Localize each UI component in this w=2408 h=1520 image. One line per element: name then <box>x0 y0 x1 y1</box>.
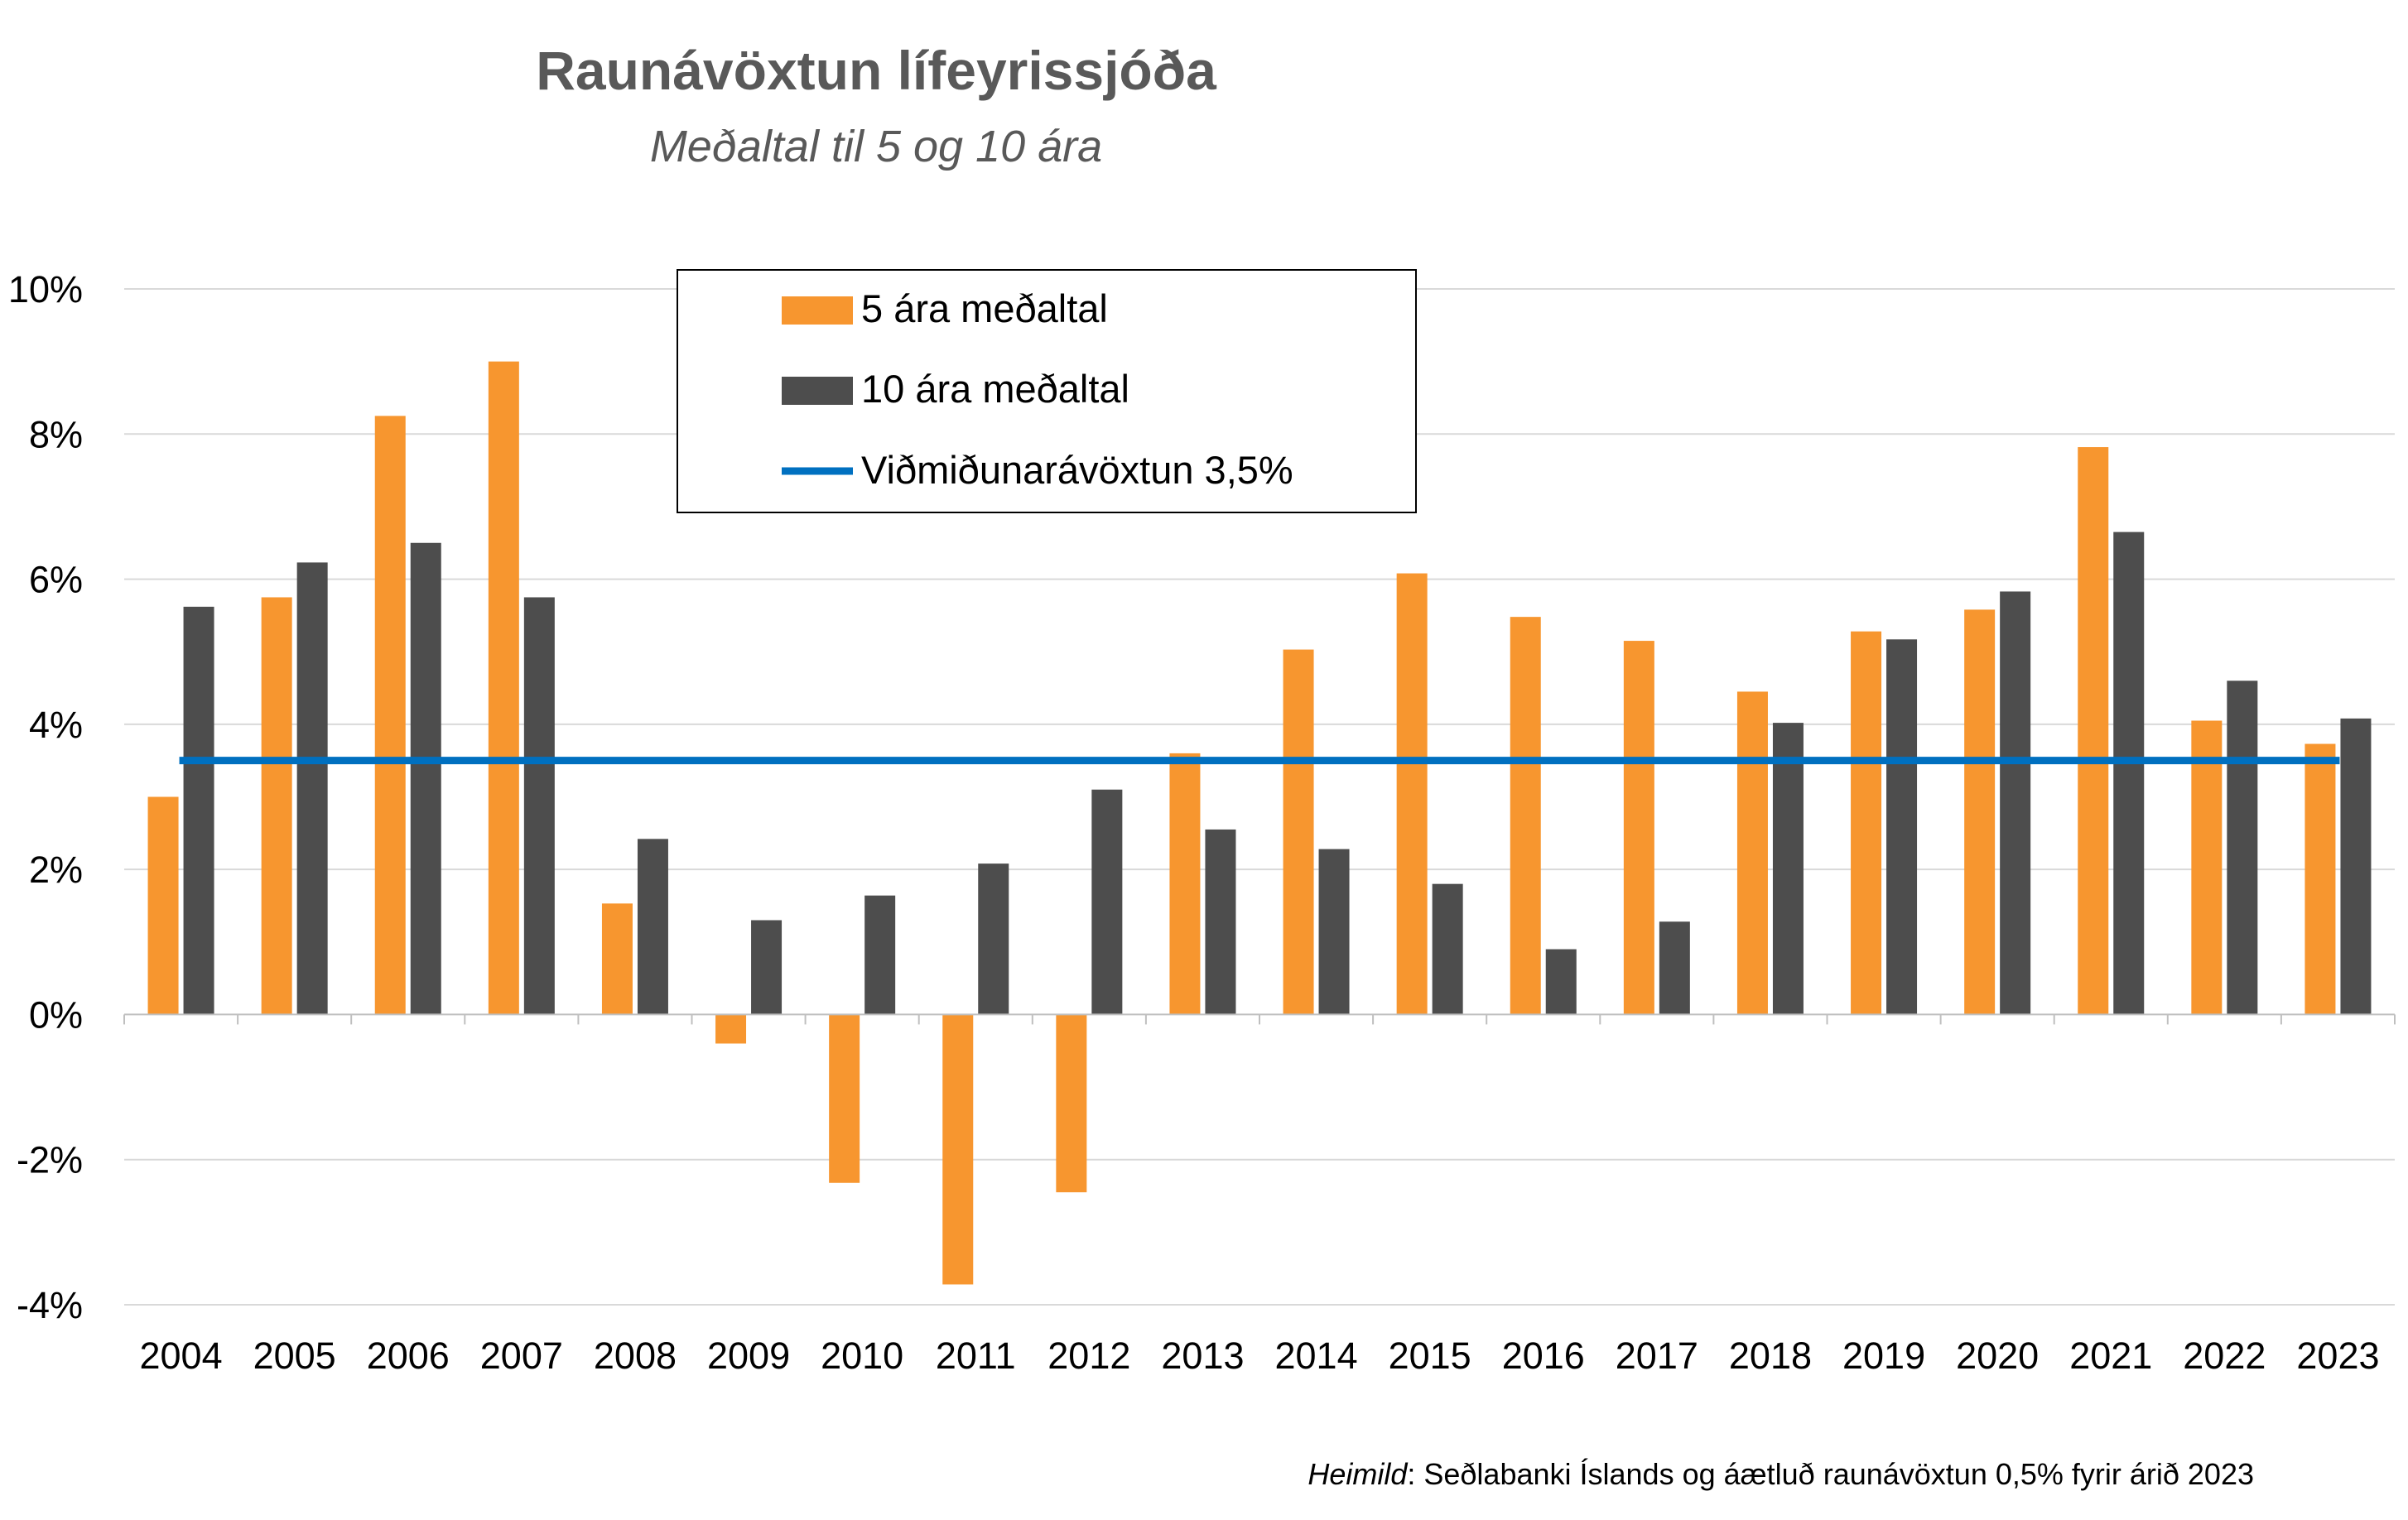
source-note: Heimild: Seðlabanki Íslands og áætluð ra… <box>1308 1457 2254 1491</box>
bar-10yr <box>2113 532 2145 1015</box>
x-tick-label: 2012 <box>1047 1335 1130 1377</box>
bar-5yr <box>2191 720 2223 1015</box>
bar-5yr <box>1056 1014 1087 1193</box>
bar-5yr <box>261 597 292 1015</box>
bar-5yr <box>1283 649 1314 1015</box>
bar-5yr <box>715 1014 747 1044</box>
y-tick-label: 10% <box>8 268 83 310</box>
x-tick-label: 2004 <box>139 1335 222 1377</box>
y-axis-ticks: 10% 8% 6% 4% 2% 0% -2% -4% <box>8 268 83 1326</box>
x-tick-label: 2018 <box>1729 1335 1812 1377</box>
bar-5yr <box>1736 691 1768 1015</box>
bar-5yr <box>488 361 519 1015</box>
bar-5yr <box>1396 573 1428 1015</box>
bar-5yr <box>1623 641 1654 1015</box>
legend-label-reference: Viðmiðunarávöxtun 3,5% <box>861 448 1293 492</box>
bar-5yr <box>2304 743 2336 1015</box>
source-label: Heimild <box>1308 1457 1408 1491</box>
bar-10yr <box>2000 591 2031 1015</box>
y-tick-label: 8% <box>29 413 83 455</box>
bar-10yr <box>978 863 1009 1015</box>
bar-5yr <box>1169 753 1201 1015</box>
y-tick-label: -4% <box>17 1284 83 1326</box>
x-tick-label: 2017 <box>1616 1335 1698 1377</box>
y-tick-label: 4% <box>29 704 83 746</box>
bar-5yr <box>2078 447 2109 1015</box>
bar-10yr <box>1432 883 1463 1015</box>
legend-swatch-5yr <box>782 296 853 325</box>
x-tick-label: 2019 <box>1842 1335 1925 1377</box>
bar-5yr <box>829 1014 860 1183</box>
bar-10yr <box>1091 789 1123 1015</box>
bar-10yr <box>410 542 441 1015</box>
x-tick-label: 2009 <box>707 1335 790 1377</box>
bar-10yr <box>2340 718 2372 1015</box>
bar-10yr <box>1318 849 1350 1015</box>
x-tick-label: 2021 <box>2069 1335 2152 1377</box>
bar-10yr <box>1545 949 1577 1015</box>
x-tick-label: 2007 <box>480 1335 563 1377</box>
bar-5yr <box>1851 631 1882 1015</box>
x-axis-ticks: 2004 2005 2006 2007 2008 2009 2010 2011 2012 2013… <box>139 1335 2379 1377</box>
legend: 5 ára meðaltal 10 ára meðaltal Viðmiðuna… <box>677 269 1417 513</box>
bar-10yr <box>523 597 555 1015</box>
legend-label-5yr: 5 ára meðaltal <box>861 286 1108 330</box>
x-tick-label: 2023 <box>2296 1335 2379 1377</box>
bar-10yr <box>751 920 783 1015</box>
bar-5yr <box>601 903 633 1015</box>
bar-5yr <box>1510 617 1541 1015</box>
x-tick-label: 2022 <box>2183 1335 2266 1377</box>
bar-10yr <box>1659 921 1690 1015</box>
legend-swatch-10yr <box>782 377 853 405</box>
bar-5yr <box>942 1014 974 1285</box>
y-tick-label: -2% <box>17 1139 83 1181</box>
bar-10yr <box>637 839 668 1015</box>
source-text: : Seðlabanki Íslands og áætluð raunávöxt… <box>1407 1457 2254 1491</box>
bar-10yr <box>1205 829 1236 1015</box>
bars <box>147 361 2372 1285</box>
x-tick-label: 2008 <box>594 1335 677 1377</box>
chart-title: Raunávöxtun lífeyrissjóða <box>536 40 1217 101</box>
x-tick-label: 2014 <box>1274 1335 1357 1377</box>
bar-10yr <box>183 606 214 1015</box>
bar-10yr <box>864 895 896 1015</box>
x-tick-label: 2013 <box>1161 1335 1244 1377</box>
bar-10yr <box>2227 681 2258 1015</box>
bar-5yr <box>374 416 406 1015</box>
bar-10yr <box>1886 639 1918 1015</box>
x-tick-label: 2005 <box>253 1335 336 1377</box>
bar-5yr <box>147 796 179 1015</box>
x-tick-label: 2020 <box>1956 1335 2039 1377</box>
x-tick-label: 2015 <box>1389 1335 1471 1377</box>
x-tick-label: 2006 <box>367 1335 450 1377</box>
x-axis <box>123 1013 2396 1025</box>
bar-10yr <box>296 562 328 1015</box>
y-tick-label: 6% <box>29 559 83 601</box>
chart-subtitle: Meðaltal til 5 og 10 ára <box>650 122 1102 171</box>
x-tick-label: 2011 <box>936 1335 1016 1377</box>
bar-5yr <box>1964 609 1996 1015</box>
y-tick-label: 2% <box>29 849 83 891</box>
legend-label-10yr: 10 ára meðaltal <box>861 367 1129 411</box>
x-tick-label: 2010 <box>821 1335 903 1377</box>
x-tick-label: 2016 <box>1502 1335 1585 1377</box>
bar-10yr <box>1772 723 1804 1015</box>
y-tick-label: 0% <box>29 993 83 1036</box>
